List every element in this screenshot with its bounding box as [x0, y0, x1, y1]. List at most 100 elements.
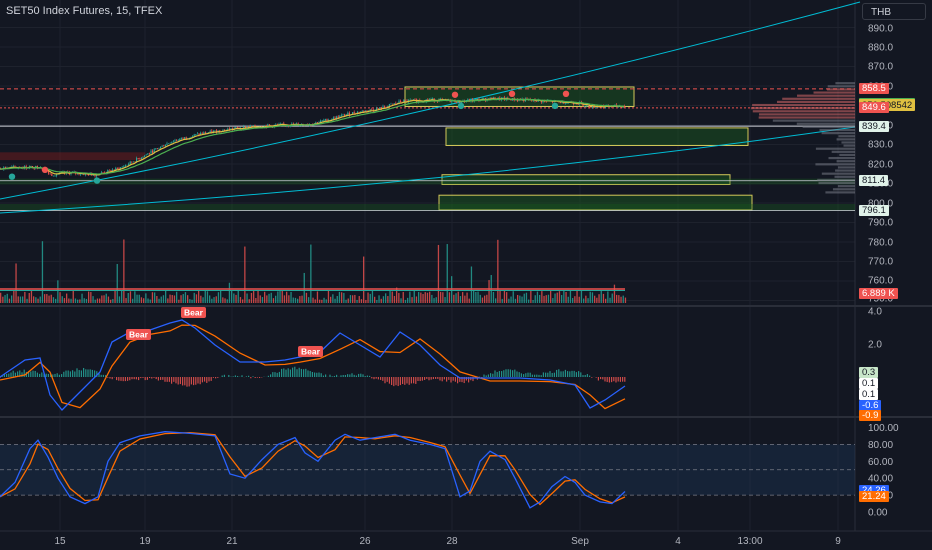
- candle-body: [337, 116, 339, 118]
- price-tick-label: 890.0: [868, 24, 893, 35]
- macd-tag: -0.9: [859, 410, 882, 421]
- candle-body: [600, 106, 602, 108]
- volume-bar: [277, 291, 279, 303]
- volume-bar: [374, 296, 376, 303]
- volume-bar: [70, 298, 72, 303]
- candle-body: [179, 138, 181, 141]
- volume-bar: [385, 293, 387, 303]
- volume-bar: [541, 291, 543, 303]
- volume-bar: [123, 239, 125, 303]
- candle-body: [268, 124, 270, 126]
- volume-bar: [44, 294, 46, 303]
- candle-body: [142, 157, 144, 158]
- macd-tag: 0.3: [859, 367, 879, 378]
- zone-box: [404, 86, 635, 107]
- volume-bar: [424, 292, 426, 303]
- volume-bar: [380, 298, 382, 303]
- candle-body: [576, 103, 578, 105]
- volume-bar: [607, 291, 609, 303]
- volume-bar: [347, 298, 349, 303]
- stochastic-pane: [0, 431, 855, 509]
- trend-line: [0, 126, 856, 214]
- volume-bar: [622, 295, 624, 303]
- volume-bar: [393, 295, 396, 303]
- candle-body: [332, 117, 334, 120]
- candle-body: [160, 146, 162, 149]
- bear-label-bg: [126, 329, 151, 340]
- candle-body: [624, 106, 626, 108]
- volume-bar: [420, 292, 422, 303]
- candle-body: [152, 150, 154, 153]
- volume-bar: [105, 293, 107, 303]
- volume-bar: [301, 295, 303, 303]
- candle-body: [283, 123, 285, 125]
- volume-bar: [426, 292, 429, 303]
- volume-bar: [237, 290, 239, 303]
- ema-line: [0, 98, 625, 175]
- volume-bar: [90, 292, 92, 303]
- candle-body: [38, 168, 40, 169]
- candle-body: [320, 120, 322, 123]
- bear-label-bg: [298, 346, 323, 357]
- candle-body: [483, 98, 485, 99]
- candle-body: [342, 114, 344, 116]
- candle-body: [366, 110, 368, 112]
- time-tick-label: 4: [675, 536, 681, 547]
- volume-bar: [143, 298, 145, 303]
- volume-bar: [514, 298, 517, 303]
- candle-body: [393, 103, 395, 104]
- buy-dot: [551, 102, 559, 110]
- candle-body: [339, 115, 341, 118]
- volume-bar: [24, 291, 26, 303]
- profile-bar: [843, 144, 855, 147]
- candle-body: [49, 173, 51, 175]
- signal-dots: [8, 90, 570, 184]
- volume-bar: [26, 298, 28, 303]
- candle-body: [592, 105, 594, 108]
- price-levels: [0, 88, 855, 212]
- volume-bar: [101, 295, 103, 303]
- profile-bar: [776, 100, 855, 104]
- candle-body: [156, 148, 158, 149]
- candle-body: [33, 168, 35, 169]
- candle-body: [235, 127, 237, 129]
- volume-bar: [180, 295, 182, 303]
- volume-bar: [176, 291, 178, 303]
- candle-body: [244, 126, 246, 129]
- volume-bar: [338, 291, 341, 303]
- volume-bar: [530, 290, 532, 303]
- volume-bar: [308, 297, 310, 303]
- volume-bar: [477, 291, 479, 303]
- volume-bar: [305, 292, 308, 303]
- candle-body: [129, 161, 131, 165]
- candle-body: [292, 123, 294, 125]
- candle-body: [232, 128, 234, 130]
- time-tick-label: 28: [446, 536, 458, 547]
- candle-body: [198, 133, 200, 135]
- volume-bar: [341, 292, 343, 303]
- candle-body: [324, 119, 326, 121]
- profile-bar: [815, 163, 855, 166]
- profile-bar: [838, 135, 855, 138]
- volume-bar: [440, 291, 442, 303]
- candle-body: [116, 167, 118, 169]
- candle-body: [590, 107, 592, 108]
- volume-bar: [96, 298, 99, 303]
- volume-bar: [92, 296, 94, 303]
- time-tick-label: Sep: [571, 536, 589, 547]
- candle-body: [123, 166, 125, 168]
- candle-body: [456, 102, 458, 103]
- volume-bar: [598, 294, 600, 303]
- candle-body: [121, 166, 123, 168]
- volume-bar: [222, 297, 224, 303]
- volume-bar: [160, 296, 162, 303]
- stoch-tick-label: 60.00: [868, 457, 893, 468]
- candle-body: [169, 142, 171, 144]
- volume-bar: [369, 293, 371, 303]
- candle-body: [595, 107, 597, 109]
- candle-body: [531, 100, 533, 101]
- currency-button[interactable]: THB: [862, 3, 926, 20]
- volume-bar: [554, 293, 556, 303]
- candle-body: [214, 130, 216, 132]
